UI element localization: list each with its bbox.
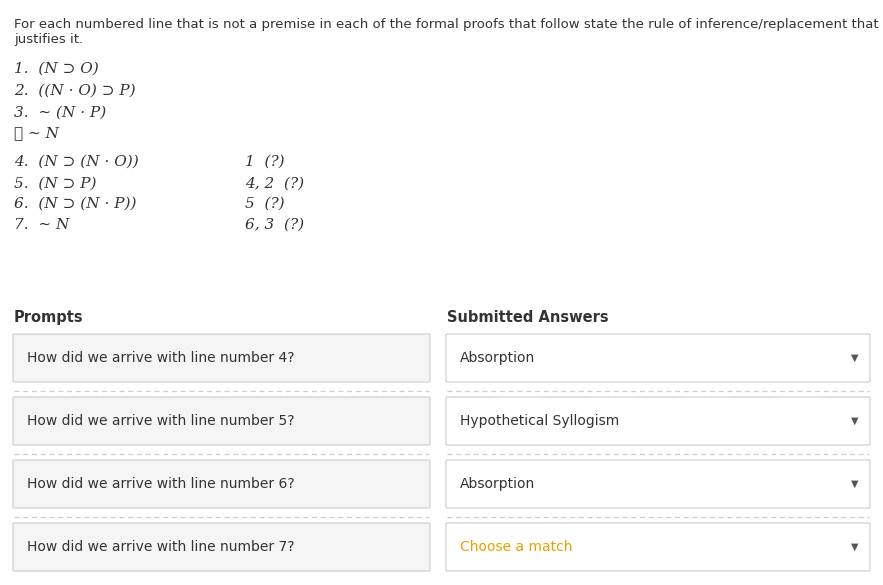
FancyBboxPatch shape xyxy=(446,460,870,508)
Text: For each numbered line that is not a premise in each of the formal proofs that f: For each numbered line that is not a pre… xyxy=(14,18,879,31)
Text: Absorption: Absorption xyxy=(460,351,535,365)
Text: ▼: ▼ xyxy=(851,416,859,426)
FancyBboxPatch shape xyxy=(446,334,870,382)
Text: 2.  ((N · O) ⊃ P): 2. ((N · O) ⊃ P) xyxy=(14,84,136,98)
Text: Prompts: Prompts xyxy=(14,310,84,325)
FancyBboxPatch shape xyxy=(13,460,430,508)
Text: How did we arrive with line number 6?: How did we arrive with line number 6? xyxy=(27,477,295,491)
Text: Choose a match: Choose a match xyxy=(460,540,572,554)
Text: ▼: ▼ xyxy=(851,542,859,552)
Text: 6, 3  (?): 6, 3 (?) xyxy=(245,218,304,232)
Text: ∴ ∼ N: ∴ ∼ N xyxy=(14,126,59,140)
FancyBboxPatch shape xyxy=(13,523,430,571)
Text: 4.  (N ⊃ (N · O)): 4. (N ⊃ (N · O)) xyxy=(14,155,139,169)
Text: 3.  ∼ (N · P): 3. ∼ (N · P) xyxy=(14,106,106,120)
Text: How did we arrive with line number 4?: How did we arrive with line number 4? xyxy=(27,351,295,365)
Text: 6.  (N ⊃ (N · P)): 6. (N ⊃ (N · P)) xyxy=(14,197,137,211)
FancyBboxPatch shape xyxy=(13,397,430,445)
Text: ▼: ▼ xyxy=(851,353,859,363)
Text: 1.  (N ⊃ O): 1. (N ⊃ O) xyxy=(14,62,99,76)
FancyBboxPatch shape xyxy=(446,397,870,445)
Text: 1  (?): 1 (?) xyxy=(245,155,284,169)
Text: justifies it.: justifies it. xyxy=(14,33,83,46)
Text: 4, 2  (?): 4, 2 (?) xyxy=(245,177,304,191)
FancyBboxPatch shape xyxy=(13,334,430,382)
Text: Hypothetical Syllogism: Hypothetical Syllogism xyxy=(460,414,619,428)
Text: Submitted Answers: Submitted Answers xyxy=(447,310,608,325)
Text: Absorption: Absorption xyxy=(460,477,535,491)
Text: How did we arrive with line number 7?: How did we arrive with line number 7? xyxy=(27,540,295,554)
Text: 7.  ∼ N: 7. ∼ N xyxy=(14,218,70,232)
Text: 5.  (N ⊃ P): 5. (N ⊃ P) xyxy=(14,177,96,191)
FancyBboxPatch shape xyxy=(446,523,870,571)
Text: ▼: ▼ xyxy=(851,479,859,489)
Text: How did we arrive with line number 5?: How did we arrive with line number 5? xyxy=(27,414,295,428)
Text: 5  (?): 5 (?) xyxy=(245,197,284,211)
